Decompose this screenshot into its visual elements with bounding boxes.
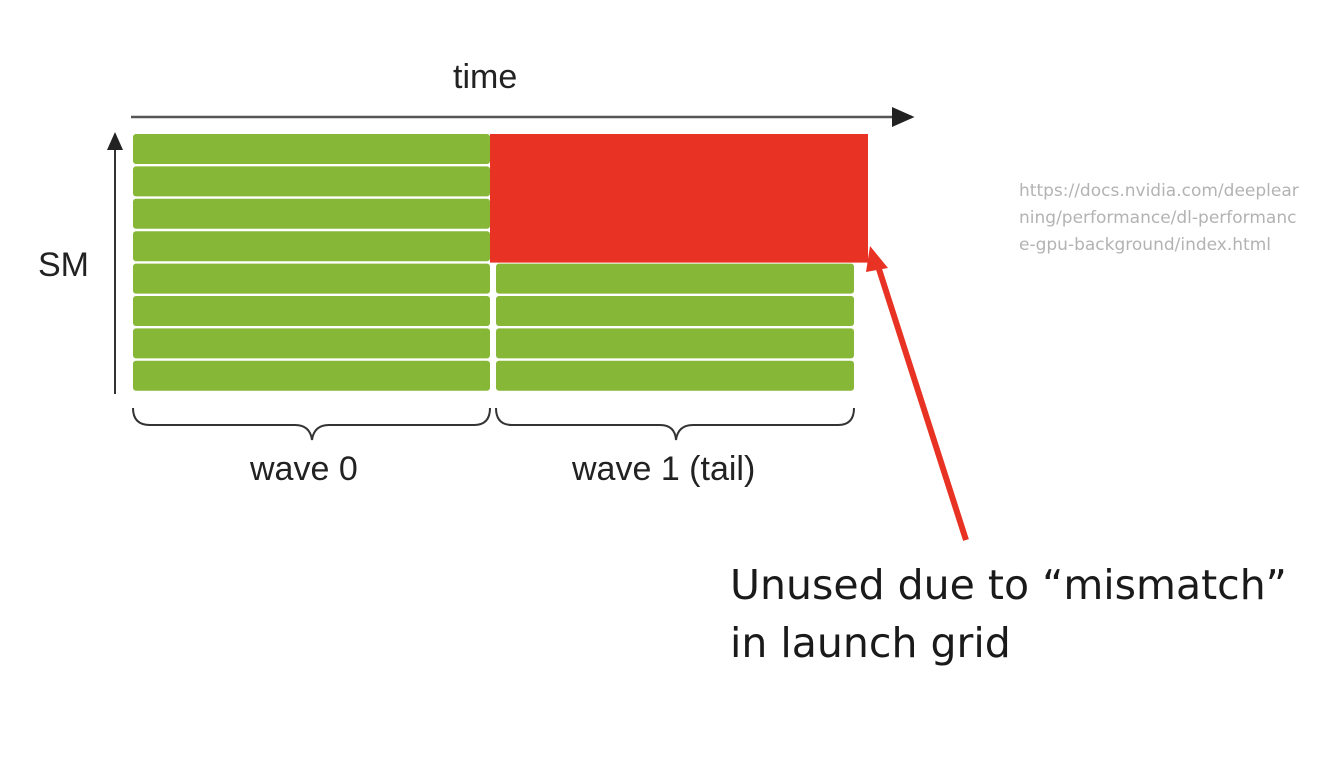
wave1-label: wave 1 (tail)	[572, 450, 756, 488]
unused-region	[490, 134, 868, 263]
y-axis-label: SM	[38, 246, 89, 284]
source-url: https://docs.nvidia.com/deeplearning/per…	[1019, 181, 1299, 255]
wave1-brace	[495, 407, 855, 441]
annotation-arrow	[875, 265, 969, 541]
wave0-block	[133, 198, 490, 229]
wave0-block	[133, 328, 490, 359]
wave0-block	[133, 263, 490, 294]
wave1-block	[496, 360, 854, 391]
wave0-brace	[132, 407, 491, 441]
wave0-block	[133, 296, 490, 326]
annotation-arrowhead	[866, 246, 888, 272]
wave1-block	[496, 263, 854, 294]
wave1-block	[496, 328, 854, 359]
wave0-block	[133, 166, 490, 197]
wave0-block	[133, 134, 490, 164]
wave0-label: wave 0	[250, 450, 358, 488]
wave0-block	[133, 360, 490, 391]
x-axis-label: time	[453, 58, 518, 96]
wave1-block	[496, 296, 854, 326]
wave0-block	[133, 231, 490, 262]
annotation-text: Unused due to “mismatch” in launch grid	[730, 561, 1287, 667]
